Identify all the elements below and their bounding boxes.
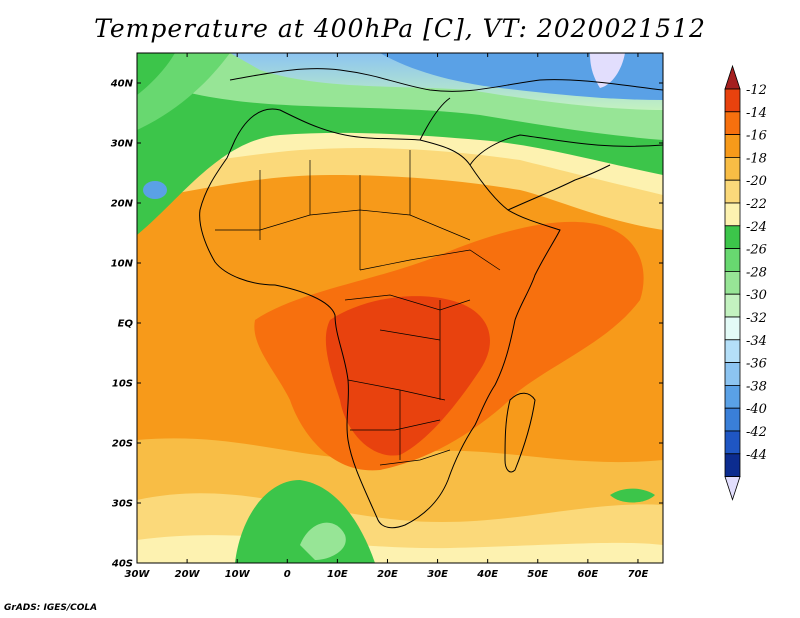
colorbar-label: -34 <box>746 334 767 349</box>
y-axis: 40N 30N 20N 10N EQ 10S 20S 30S 40S <box>110 79 663 570</box>
x-tick-label: 60E <box>577 569 598 580</box>
colorbar-label: -38 <box>746 379 767 394</box>
border-north-verticals <box>259 150 411 270</box>
field-south-green-core <box>300 522 346 560</box>
africa-coastline <box>199 108 561 529</box>
footer-credit: GrADS: IGES/COLA <box>4 603 98 613</box>
colorbar-label: -16 <box>746 129 767 144</box>
y-tick-label: 40S <box>111 559 133 570</box>
colorbar-label: -12 <box>746 83 767 98</box>
border-central-north <box>359 249 501 271</box>
colorbar-label: -44 <box>746 448 767 463</box>
temperature-field <box>137 53 663 563</box>
field-hot-core <box>325 296 490 456</box>
colorbar-label: -24 <box>746 220 767 235</box>
field-atlantic-blue-spot <box>143 181 167 199</box>
coastlines <box>199 68 663 529</box>
colorbar-swatch <box>724 407 741 432</box>
colorbar-label: -42 <box>746 425 767 440</box>
field-nw-darkgreen <box>137 53 175 95</box>
colorbar-swatch <box>724 111 741 136</box>
colorbar-bottom-triangle <box>724 476 741 501</box>
y-tick-label: 30N <box>111 139 134 150</box>
y-tick-label: 40N <box>110 79 134 90</box>
y-tick-label: 30S <box>112 499 133 510</box>
colorbar-swatch <box>724 270 741 295</box>
colorbar-label: -40 <box>746 402 767 417</box>
border-central <box>344 294 471 341</box>
arabia-south-coast <box>507 164 611 211</box>
x-tick-label: 0 <box>284 569 291 580</box>
x-tick-label: 30W <box>125 569 151 580</box>
madagascar-coastline <box>504 392 536 473</box>
colorbar-swatch <box>724 88 741 113</box>
border-sahel <box>215 209 471 241</box>
y-tick-label: 20N <box>111 199 134 210</box>
country-borders <box>215 150 501 466</box>
colorbar-swatch <box>724 134 741 158</box>
x-tick-label: 50E <box>527 569 548 580</box>
colorbar-label: -18 <box>746 151 767 166</box>
x-tick-label: 10W <box>225 569 251 580</box>
colorbar-swatch <box>724 430 741 455</box>
colorbar-swatch <box>724 293 741 318</box>
colorbar-label: -14 <box>746 106 767 121</box>
mediterranean-north-coast <box>229 68 663 92</box>
colorbar-label: -22 <box>746 197 767 212</box>
colorbar-swatch <box>724 339 741 363</box>
colorbar-swatch <box>724 248 741 272</box>
colorbar-swatch <box>724 225 741 250</box>
y-tick-label: 10N <box>111 259 134 270</box>
colorbar-swatch <box>724 202 741 227</box>
x-tick-label: 30E <box>427 569 448 580</box>
colorbar-swatch <box>724 384 741 409</box>
y-tick-label: EQ <box>118 319 134 330</box>
colorbar-label: -28 <box>746 265 767 280</box>
x-axis: 30W 20W 10W 0 10E 20E 30E 40E 50E 60E 70E <box>125 53 649 580</box>
x-tick-label: 20E <box>377 569 398 580</box>
x-tick-label: 20W <box>175 569 201 580</box>
y-tick-label: 20S <box>112 439 133 450</box>
colorbar-swatch <box>724 362 741 386</box>
colorbar-top-triangle <box>724 64 741 90</box>
colorbar: -12 -14 -16 -18 -20 -22 -24 -26 -28 -30 -32 -34 -36 -… <box>724 64 767 501</box>
field-north-cold-spot <box>590 53 625 88</box>
x-tick-label: 70E <box>628 569 649 580</box>
colorbar-label: -20 <box>746 174 767 189</box>
chart-title: Temperature at 400hPa [C], VT: 202002151… <box>94 14 706 43</box>
x-tick-label: 40E <box>476 569 498 580</box>
colorbar-label: -30 <box>746 288 767 303</box>
colorbar-swatch <box>724 453 741 477</box>
plot-frame <box>136 52 664 564</box>
colorbar-label: -32 <box>746 311 767 326</box>
colorbar-swatch <box>724 316 741 341</box>
border-south-verticals <box>399 300 441 460</box>
red-sea-west <box>419 97 451 141</box>
colorbar-swatch <box>724 179 741 204</box>
x-tick-label: 10E <box>327 569 348 580</box>
colorbar-label: -26 <box>746 243 767 258</box>
colorbar-swatch <box>724 156 741 181</box>
y-tick-label: 10S <box>112 379 133 390</box>
arabia-north <box>469 134 663 166</box>
colorbar-label: -36 <box>746 357 767 372</box>
field-east-green-patch <box>610 488 655 503</box>
